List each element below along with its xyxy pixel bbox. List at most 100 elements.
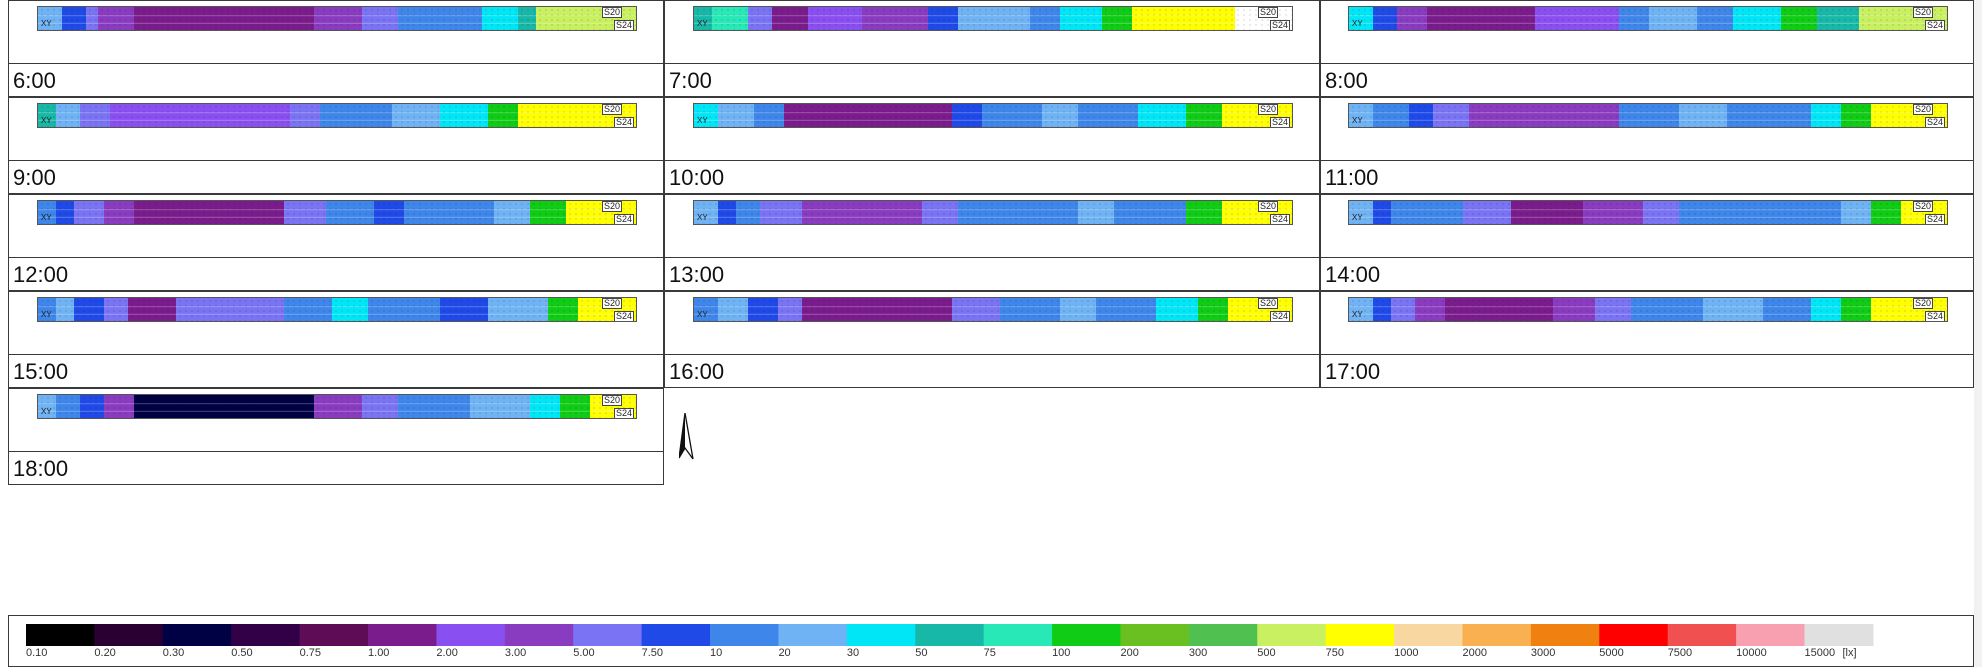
heatmap-zone <box>1703 298 1764 321</box>
plan-cell: XY S20 S24 <box>1320 97 1974 161</box>
heatmap-zone <box>134 395 315 418</box>
heatmap-zone <box>38 104 57 127</box>
legend-swatch <box>1530 624 1600 646</box>
heatmap-zone <box>362 7 399 30</box>
heatmap-zone <box>98 7 135 30</box>
sensor-label-upper: S20 <box>1257 298 1278 309</box>
legend-tick: 0.10 <box>26 647 48 659</box>
heatmap-zone <box>1114 201 1187 224</box>
heatmap-zone <box>1096 298 1157 321</box>
heatmap-zone <box>38 298 57 321</box>
heatmap-zone <box>38 7 63 30</box>
plan-heatmap <box>38 298 636 321</box>
heatmap-zone <box>404 201 495 224</box>
legend-swatch <box>915 624 985 646</box>
legend-tick: 5.00 <box>573 647 595 659</box>
origin-mark: XY <box>697 116 708 125</box>
illuminance-plan: XY S20 S24 <box>37 297 637 322</box>
heatmap-zone <box>332 298 369 321</box>
time-label: 7:00 <box>669 68 712 93</box>
illuminance-plan: XY S20 S24 <box>37 6 637 31</box>
time-label-cell: 18:00 <box>8 451 664 485</box>
sensor-label-lower: S24 <box>1924 117 1945 127</box>
heatmap-zone <box>922 201 959 224</box>
legend-tick: 2.00 <box>436 647 458 659</box>
time-label-cell: 17:00 <box>1320 354 1974 388</box>
heatmap-zone <box>110 104 291 127</box>
heatmap-zone <box>1132 7 1235 30</box>
heatmap-zone <box>128 298 177 321</box>
heatmap-zone <box>62 7 87 30</box>
heatmap-zone <box>1733 7 1782 30</box>
heatmap-zone <box>470 395 531 418</box>
legend-tick: 7500 <box>1667 647 1693 659</box>
sensor-label-upper: S20 <box>1257 7 1278 18</box>
heatmap-zone <box>1817 7 1860 30</box>
heatmap-zone <box>1841 298 1872 321</box>
heatmap-zone <box>1781 7 1818 30</box>
legend-tick: 1.00 <box>368 647 390 659</box>
heatmap-zone <box>694 104 719 127</box>
origin-mark: XY <box>41 213 52 222</box>
sensor-label-lower: S24 <box>613 311 634 321</box>
heatmap-zone <box>1511 201 1584 224</box>
legend-swatch <box>778 624 848 646</box>
sensor-label-lower: S24 <box>1269 117 1290 127</box>
plan-cell: XY S20 S24 <box>1320 291 1974 355</box>
heatmap-zone <box>760 201 803 224</box>
heatmap-zone <box>1697 7 1734 30</box>
illuminance-plan: XY S20 S24 <box>1348 103 1948 128</box>
origin-mark: XY <box>697 310 708 319</box>
heatmap-zone <box>1042 104 1079 127</box>
heatmap-zone <box>1619 7 1650 30</box>
sensor-label-upper: S20 <box>1257 104 1278 115</box>
legend-swatch <box>1462 624 1532 646</box>
origin-mark: XY <box>41 310 52 319</box>
legend-tick: 500 <box>1257 647 1276 659</box>
plan-cell: XY S20 S24 <box>1320 194 1974 258</box>
heatmap-zone <box>1535 7 1620 30</box>
illuminance-legend: 0.10 0.20 0.30 0.50 0.75 1.00 2.00 3.00 5.00 7.50… <box>8 615 1974 667</box>
origin-mark: XY <box>1352 116 1363 125</box>
heatmap-zone <box>38 395 57 418</box>
heatmap-zone <box>1078 201 1115 224</box>
heatmap-zone <box>1427 7 1536 30</box>
heatmap-zone <box>398 395 471 418</box>
heatmap-zone <box>518 7 537 30</box>
time-label: 10:00 <box>669 165 725 190</box>
heatmap-zone <box>1679 104 1728 127</box>
heatmap-zone <box>1373 7 1398 30</box>
legend-swatch <box>231 624 301 646</box>
heatmap-zone <box>1349 298 1374 321</box>
heatmap-zone <box>56 298 75 321</box>
heatmap-zone <box>1649 7 1698 30</box>
plan-heatmap <box>1349 298 1947 321</box>
heatmap-zone <box>488 104 519 127</box>
heatmap-zone <box>1102 7 1133 30</box>
heatmap-zone <box>1060 298 1097 321</box>
heatmap-zone <box>548 298 579 321</box>
plan-cell: XY S20 S24 <box>8 388 664 452</box>
legend-swatch <box>1052 624 1121 646</box>
time-label: 11:00 <box>1325 165 1379 190</box>
legend-swatch <box>299 624 369 646</box>
time-label: 18:00 <box>13 456 69 481</box>
plan-cell: XY S20 S24 <box>8 0 664 64</box>
legend-tick: 1000 <box>1394 647 1419 659</box>
sensor-label-lower: S24 <box>1924 214 1945 224</box>
heatmap-zone <box>778 298 803 321</box>
heatmap-zone <box>1000 298 1061 321</box>
sensor-label-lower: S24 <box>1269 311 1290 321</box>
heatmap-zone <box>694 201 719 224</box>
plan-heatmap <box>694 104 1292 127</box>
legend-tick: 10 <box>710 647 723 659</box>
heatmap-zone <box>958 7 1031 30</box>
legend-tick: 20 <box>778 647 791 659</box>
sensor-label-upper: S20 <box>601 298 622 309</box>
time-label-cell: 7:00 <box>664 63 1320 97</box>
heatmap-zone <box>1727 104 1812 127</box>
legend-swatch <box>368 624 437 646</box>
heatmap-zone <box>1349 7 1374 30</box>
heatmap-zone <box>736 201 761 224</box>
heatmap-zone <box>104 298 129 321</box>
